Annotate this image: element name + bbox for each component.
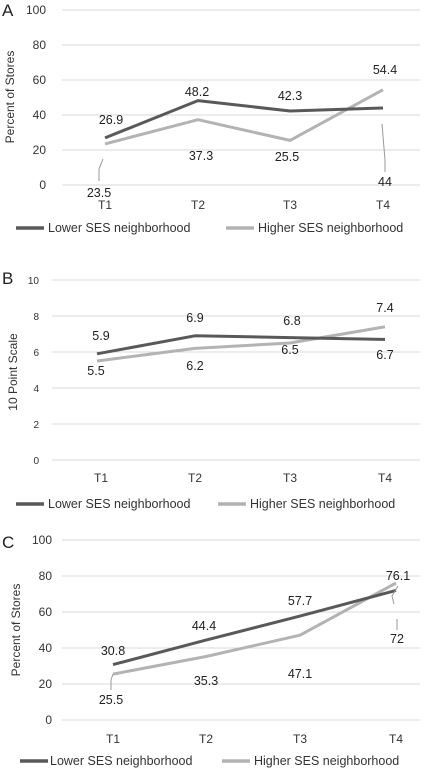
series-line-lower-ses xyxy=(96,334,386,356)
x-tick-label: T4 xyxy=(376,198,390,212)
x-tick-label: T3 xyxy=(293,732,307,746)
data-label-higher-t2: 6.2 xyxy=(186,359,203,373)
y-tick-label: 0 xyxy=(39,178,46,192)
y-tick-label: 20 xyxy=(39,677,53,691)
data-label-lower-t4: 72 xyxy=(390,632,404,646)
y-tick-label: 10 xyxy=(28,276,40,287)
data-label-higher-t1: 25.5 xyxy=(99,693,123,707)
chart-a-gridlines xyxy=(62,9,420,186)
y-tick-label: 60 xyxy=(33,73,47,87)
y-tick-label: 2 xyxy=(33,420,39,431)
data-label-lower-t1: 26.9 xyxy=(99,113,123,127)
y-axis-label: Percent of Stores xyxy=(9,584,23,677)
y-tick-label: 80 xyxy=(33,38,47,52)
y-tick-label: 100 xyxy=(26,3,46,17)
x-tick-label: T1 xyxy=(98,198,112,212)
x-tick-label: T3 xyxy=(283,471,297,485)
chart-b-data-labels: 5.9 6.9 6.8 6.7 5.5 6.2 6.5 7.4 xyxy=(87,301,393,378)
series-line-lower-ses xyxy=(104,99,384,140)
x-tick-label: T2 xyxy=(199,732,213,746)
legend-label-higher-ses: Higher SES neighborhood xyxy=(254,754,399,768)
panel-letter-c: C xyxy=(2,533,14,552)
data-label-lower-t4: 44 xyxy=(378,175,392,189)
panel-letter-a: A xyxy=(2,1,14,20)
data-label-lower-t3: 57.7 xyxy=(288,594,312,608)
legend-label-lower-ses: Lower SES neighborhood xyxy=(50,754,193,768)
series-line-higher-ses xyxy=(112,581,397,676)
x-tick-label: T2 xyxy=(188,471,202,485)
data-label-lower-t1: 5.9 xyxy=(92,329,109,343)
chart-b-y-ticks: 10 8 6 4 2 0 xyxy=(28,276,40,467)
data-label-higher-t2: 37.3 xyxy=(189,149,213,163)
x-tick-label: T4 xyxy=(378,471,392,485)
chart-a-leaders xyxy=(98,123,386,181)
series-line-higher-ses xyxy=(96,325,386,363)
chart-b-legend: Lower SES neighborhood Higher SES neighb… xyxy=(16,497,395,511)
data-label-higher-t3: 47.1 xyxy=(288,667,312,681)
data-label-higher-t3: 6.5 xyxy=(281,343,298,357)
chart-a-x-ticks: T1 T2 T3 T4 xyxy=(98,198,390,212)
data-label-higher-t1: 5.5 xyxy=(87,364,104,378)
x-tick-label: T4 xyxy=(389,732,403,746)
legend-label-lower-ses: Lower SES neighborhood xyxy=(48,221,191,235)
chart-c-x-ticks: T1 T2 T3 T4 xyxy=(106,732,403,746)
leader-line xyxy=(110,673,114,690)
data-label-higher-t4: 76.1 xyxy=(386,569,410,583)
data-label-higher-t4: 7.4 xyxy=(376,301,393,315)
series-line-higher-ses xyxy=(104,88,384,146)
chart-panel-a: A 100 80 60 40 20 0 Percent of Stores T1… xyxy=(2,1,420,235)
y-tick-label: 0 xyxy=(45,713,52,727)
x-tick-label: T3 xyxy=(283,198,297,212)
legend-label-higher-ses: Higher SES neighborhood xyxy=(258,221,403,235)
leader-line xyxy=(98,158,104,181)
data-label-lower-t2: 6.9 xyxy=(186,311,203,325)
chart-a-data-labels: 26.9 48.2 42.3 44 23.5 37.3 25.5 54.4 xyxy=(87,63,397,200)
series-line-lower-ses xyxy=(112,588,397,667)
y-tick-label: 80 xyxy=(39,569,53,583)
chart-panel-c: C 100 80 60 40 20 0 Percent of Stores T1… xyxy=(2,533,420,768)
y-tick-label: 8 xyxy=(33,312,39,323)
chart-panel-b: B 10 8 6 4 2 0 10 Point Scale T1 T2 T3 T… xyxy=(2,269,420,511)
x-tick-label: T2 xyxy=(191,198,205,212)
y-tick-label: 4 xyxy=(33,384,39,395)
data-label-lower-t3: 6.8 xyxy=(283,314,300,328)
chart-b-x-ticks: T1 T2 T3 T4 xyxy=(94,471,392,485)
y-tick-label: 0 xyxy=(33,456,39,467)
chart-c-leaders xyxy=(110,585,399,690)
legend-label-lower-ses: Lower SES neighborhood xyxy=(48,497,191,511)
data-label-lower-t3: 42.3 xyxy=(278,89,302,103)
y-tick-label: 6 xyxy=(33,348,39,359)
data-label-lower-t1: 30.8 xyxy=(101,644,125,658)
data-label-lower-t2: 44.4 xyxy=(192,619,216,633)
chart-c-legend: Lower SES neighborhood Higher SES neighb… xyxy=(20,754,399,768)
panel-letter-b: B xyxy=(2,269,13,288)
y-tick-label: 40 xyxy=(39,641,53,655)
y-axis-label: Percent of Stores xyxy=(3,51,17,144)
chart-a-y-ticks: 100 80 60 40 20 0 xyxy=(26,3,46,192)
data-label-higher-t1: 23.5 xyxy=(87,186,111,200)
y-tick-label: 40 xyxy=(33,108,47,122)
data-label-higher-t2: 35.3 xyxy=(194,674,218,688)
data-label-higher-t3: 25.5 xyxy=(275,150,299,164)
chart-c-y-ticks: 100 80 60 40 20 0 xyxy=(32,533,52,727)
chart-c-data-labels: 30.8 44.4 57.7 72 25.5 35.3 47.1 76.1 xyxy=(99,569,410,707)
y-tick-label: 100 xyxy=(32,533,52,547)
data-label-lower-t4: 6.7 xyxy=(376,348,393,362)
data-label-lower-t2: 48.2 xyxy=(185,85,209,99)
x-tick-label: T1 xyxy=(106,732,120,746)
chart-a-legend: Lower SES neighborhood Higher SES neighb… xyxy=(16,221,403,235)
chart-b-gridlines xyxy=(52,279,420,461)
data-label-higher-t4: 54.4 xyxy=(373,63,397,77)
x-tick-label: T1 xyxy=(94,471,108,485)
leader-line xyxy=(391,585,399,605)
leader-line xyxy=(381,123,386,172)
y-axis-label: 10 Point Scale xyxy=(6,333,20,411)
y-tick-label: 20 xyxy=(33,143,47,157)
legend-label-higher-ses: Higher SES neighborhood xyxy=(250,497,395,511)
y-tick-label: 60 xyxy=(39,605,53,619)
